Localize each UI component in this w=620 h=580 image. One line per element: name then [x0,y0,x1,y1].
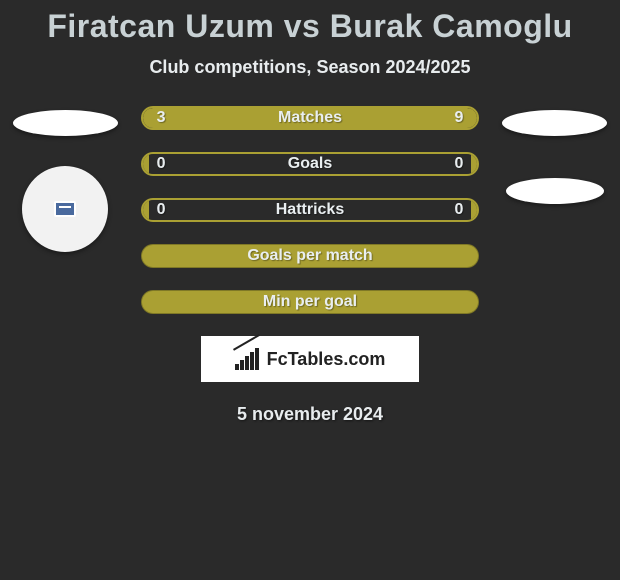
stat-label: Goals [166,155,455,173]
stat-label: Goals per match [156,247,465,265]
stat-bar: 3Matches9 [141,106,480,130]
club-crest-icon [54,201,76,217]
stat-right-value: 0 [455,201,464,219]
subtitle: Club competitions, Season 2024/2025 [0,57,620,78]
comparison-row: 3Matches90Goals00Hattricks0Goals per mat… [0,106,620,314]
stat-bar: 0Hattricks0 [141,198,480,222]
stat-label: Min per goal [156,293,465,311]
stat-bar: Min per goal [141,290,480,314]
source-logo[interactable]: FcTables.com [201,336,419,382]
page-title: Firatcan Uzum vs Burak Camoglu [0,8,620,45]
source-logo-text: FcTables.com [267,349,386,370]
stat-left-value: 0 [157,155,166,173]
club-badge [22,166,108,252]
club-badge-placeholder [506,178,604,204]
stat-left-value: 0 [157,201,166,219]
stat-bars: 3Matches90Goals00Hattricks0Goals per mat… [141,106,480,314]
stat-bar: 0Goals0 [141,152,480,176]
comparison-card: Firatcan Uzum vs Burak Camoglu Club comp… [0,0,620,425]
stat-bar: Goals per match [141,244,480,268]
stat-right-value: 0 [455,155,464,173]
stat-left-value: 3 [157,109,166,127]
left-player-col [8,106,123,252]
snapshot-date: 5 november 2024 [0,404,620,425]
stat-label: Matches [166,109,455,127]
stat-right-value: 9 [455,109,464,127]
player-avatar-placeholder [502,110,607,136]
right-player-col [497,106,612,204]
player-avatar-placeholder [13,110,118,136]
chart-icon [235,348,261,370]
stat-label: Hattricks [166,201,455,219]
